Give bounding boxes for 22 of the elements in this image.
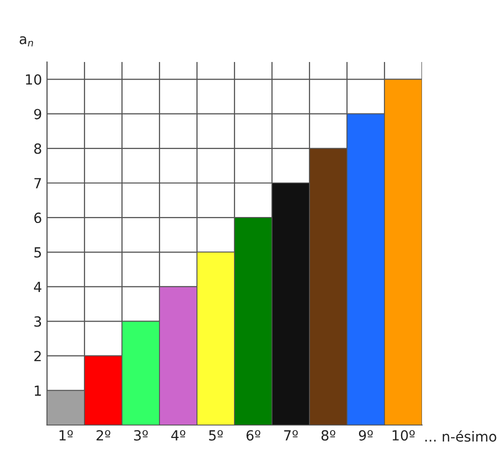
- y-tick-label: 2: [34, 350, 41, 362]
- y-tick-label: 1: [34, 386, 41, 396]
- x-tick-label: 6º: [246, 430, 260, 441]
- x-tick-label: 8º: [322, 430, 336, 441]
- x-tick-label: 1º: [60, 430, 73, 440]
- y-axis-title: a$_{n}$: [20, 36, 34, 46]
- x-tick-label: 7º: [284, 430, 298, 440]
- x-tick-label: 3º: [134, 430, 148, 441]
- y-tick-label: 8: [34, 143, 42, 154]
- y-tick-label: 10: [26, 74, 42, 85]
- x-axis-title: ... n-ésimo: [425, 430, 496, 442]
- x-tick-label: 9º: [358, 430, 373, 441]
- x-tick-label: 5º: [209, 430, 223, 441]
- x-tick-label: 10º: [392, 430, 415, 441]
- y-tick-label: 7: [34, 178, 41, 188]
- y-tick-label: 3: [34, 316, 42, 327]
- y-tick-label: 5: [34, 247, 41, 258]
- x-tick-label: 4º: [171, 430, 186, 440]
- x-tick-label: 2º: [96, 430, 110, 440]
- y-tick-label: 4: [34, 282, 42, 292]
- y-tick-label: 6: [34, 212, 42, 224]
- y-tick-label: 9: [34, 108, 42, 120]
